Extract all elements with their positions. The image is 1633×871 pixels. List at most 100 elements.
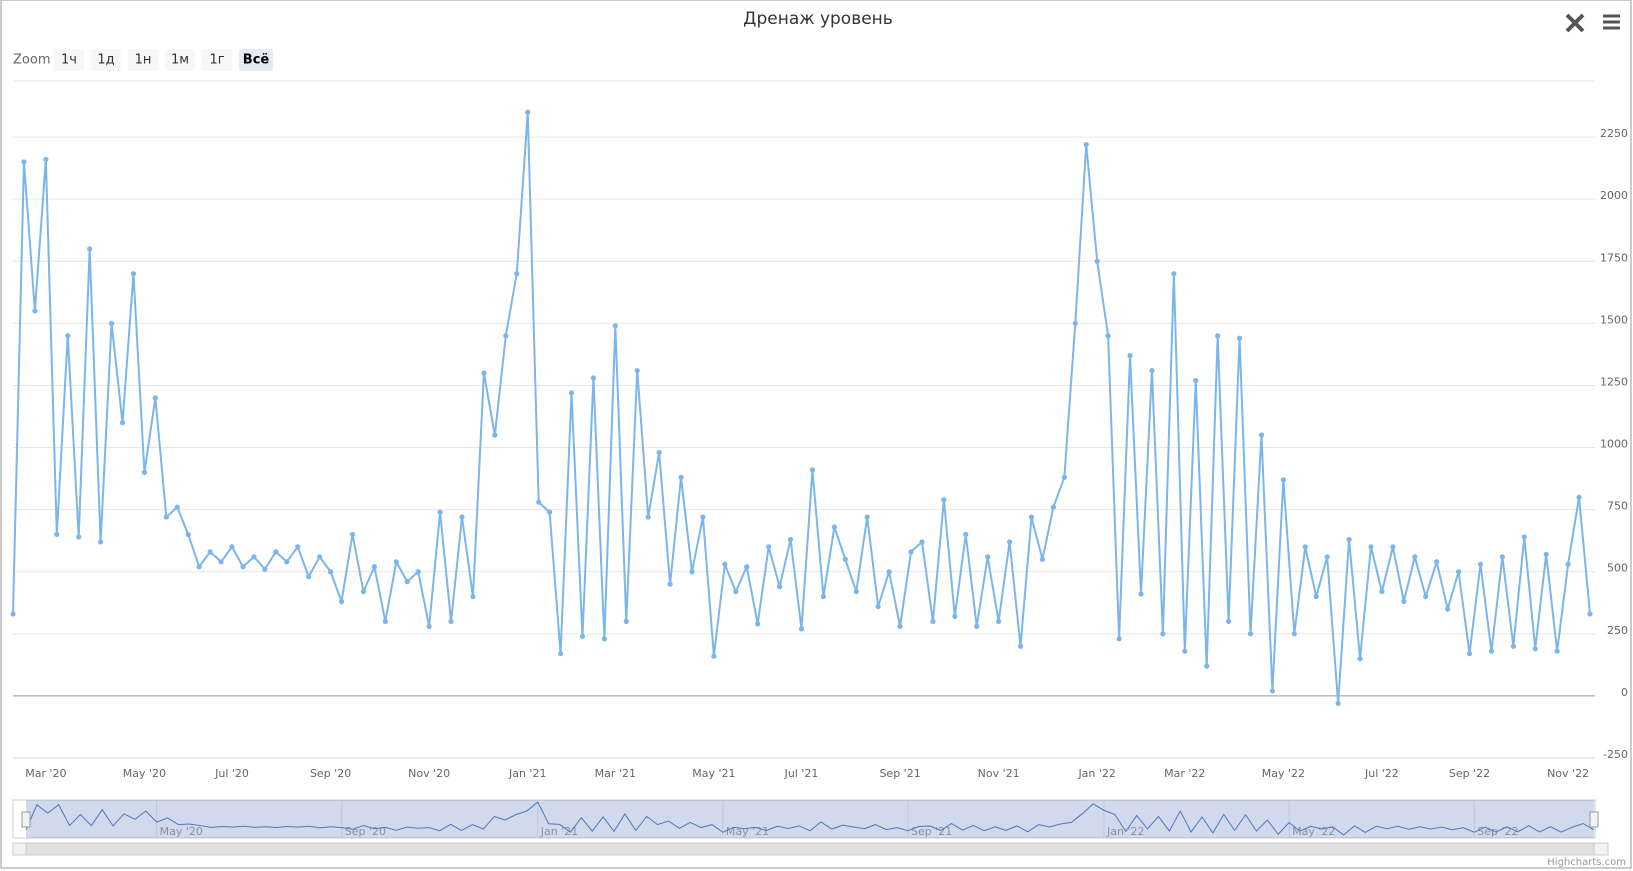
point [645,514,651,520]
point [1379,588,1385,595]
zoom-button[interactable] [239,49,273,71]
x-tick-label: Sep '20 [310,767,351,780]
point [108,320,115,326]
point [1149,367,1155,374]
point [1434,559,1440,565]
point [481,370,487,376]
point [492,432,498,438]
point [711,653,717,659]
x-tick-label: Jan '21 [508,767,546,780]
point [514,271,520,277]
point [1510,643,1516,649]
point [327,569,334,575]
point [908,549,914,555]
point [689,569,695,575]
point [43,156,49,163]
zoom-button[interactable] [202,49,232,71]
point [196,564,202,570]
menu-icon[interactable] [1603,14,1620,30]
point [1236,335,1243,341]
navigator-label: Jan '22 [1106,825,1144,838]
zoom-label: Zoom [13,53,50,68]
navigator-label: Sep '21 [911,825,952,838]
zoom-button-label: 1н [135,53,152,68]
point [371,564,377,570]
point [678,474,684,480]
point [525,109,531,115]
point [415,569,421,575]
x-tick-label: May '22 [1262,767,1305,780]
point [1039,556,1046,562]
point [130,271,137,277]
point [755,621,761,627]
point [470,593,476,600]
x-tick-label: Mar '20 [25,767,66,780]
zoom-button[interactable] [54,49,84,71]
point [536,499,542,505]
point [98,539,104,545]
point [612,323,618,329]
x-tick-label: Sep '21 [879,767,920,780]
point [985,554,991,560]
zoom-button[interactable] [165,49,195,71]
x-tick-label: Nov '21 [978,767,1020,780]
point [1302,544,1308,550]
point [1401,598,1407,605]
point [766,544,772,550]
x-tick-label: May '21 [692,767,735,780]
point [798,626,805,632]
point [1324,554,1330,560]
zoom-button[interactable] [128,49,158,71]
point [393,559,399,565]
point [1423,593,1429,600]
point [601,636,607,642]
point [229,544,235,550]
point [809,467,816,473]
scrollbar-thumb[interactable] [25,842,1595,856]
point [667,581,673,587]
point [1346,536,1352,543]
point [1105,333,1111,339]
point [996,618,1002,625]
point [1258,432,1265,438]
point [1116,636,1122,642]
point [1313,593,1319,600]
point [152,395,158,401]
point [1269,688,1276,694]
x-tick-label: Nov '20 [408,767,450,780]
point [557,651,564,657]
point [251,554,257,560]
navigator-handle[interactable] [21,811,31,828]
point [568,390,575,396]
credits[interactable]: Highcharts.com [1547,857,1626,868]
point [875,603,881,610]
point [1543,551,1549,557]
point [65,333,71,339]
point [1412,554,1418,560]
point [87,246,93,252]
point [1532,646,1538,652]
point [1499,554,1505,560]
point [1291,631,1297,637]
y-tick-label: 750 [1607,500,1628,513]
point [284,559,290,565]
navigator-handle[interactable] [1589,811,1599,828]
point [1094,258,1100,264]
point [1335,700,1341,706]
point [1488,648,1495,654]
close-icon[interactable] [1565,13,1585,33]
point [207,549,213,555]
point [273,549,279,555]
navigator-mask [26,800,1594,838]
point [1466,651,1473,657]
point [623,618,629,625]
point [1565,561,1571,567]
zoom-button[interactable] [91,49,121,71]
point [733,588,739,595]
y-tick-label: 2250 [1600,127,1628,140]
x-tick-label: Jul '20 [214,767,249,780]
y-tick-label: -250 [1603,748,1628,761]
